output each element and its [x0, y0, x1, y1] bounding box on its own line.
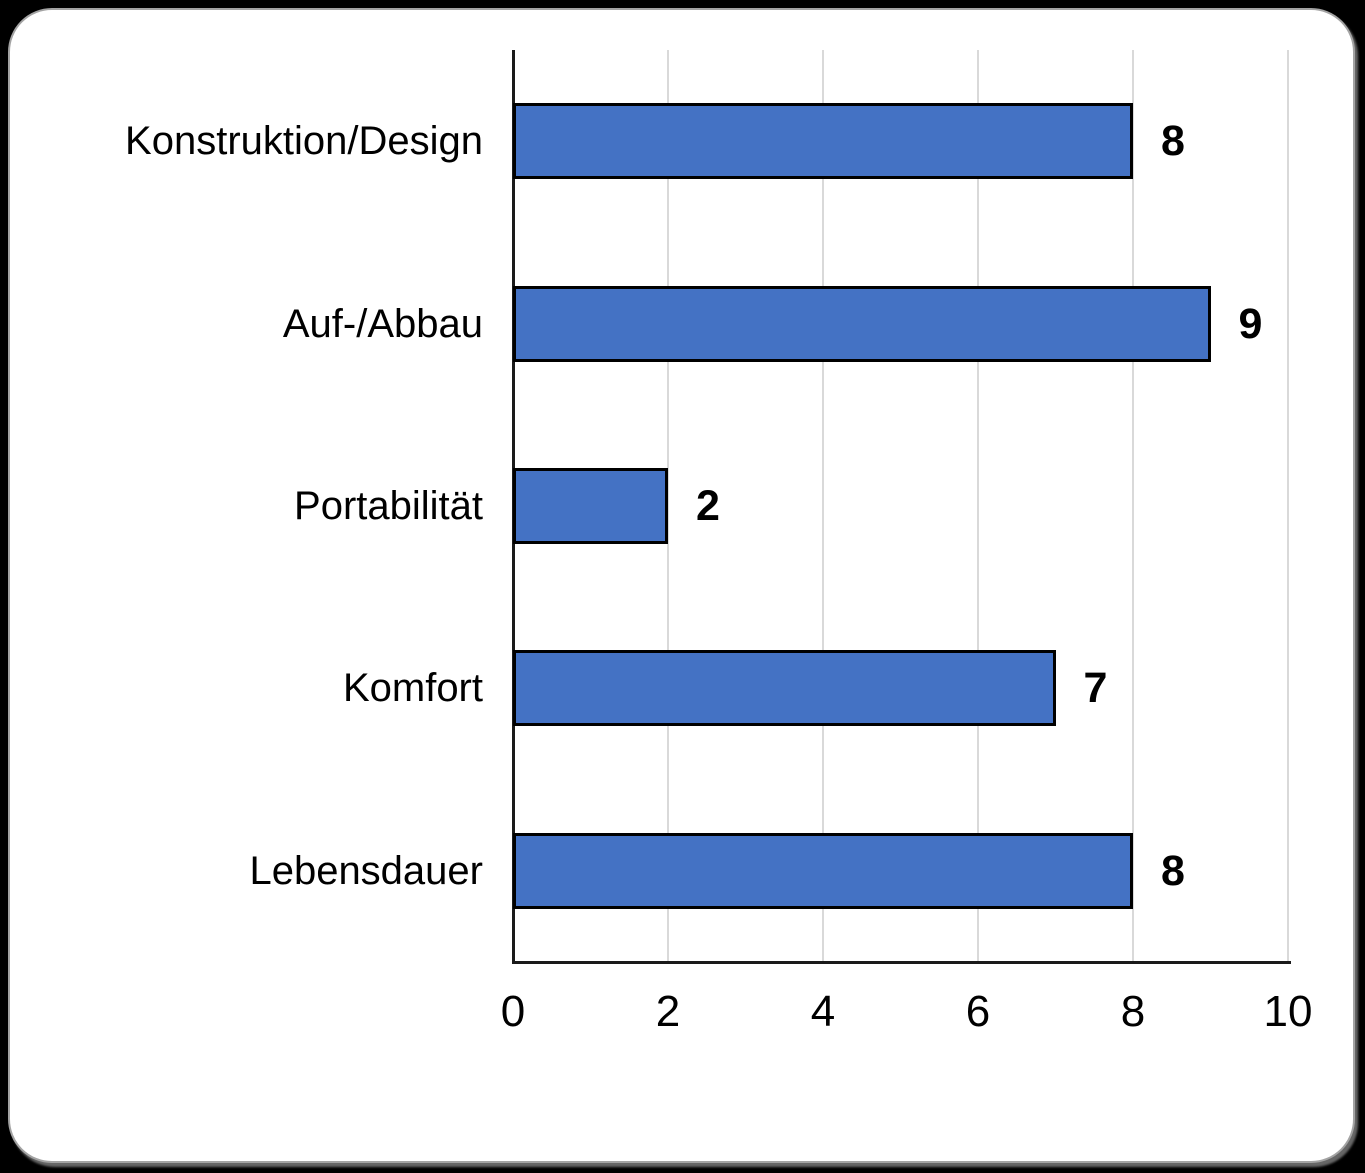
bar-4: [513, 650, 1056, 727]
value-label-2: 9: [1238, 299, 1263, 348]
category-label-2: Auf-/Abbau: [282, 301, 483, 346]
x-tick-label-0: 0: [500, 987, 526, 1036]
category-label-3: Portabilität: [294, 484, 483, 528]
bar-1: [513, 103, 1133, 180]
gridline-x-4: [822, 50, 824, 962]
bar-3: [513, 468, 668, 544]
category-label-5: Lebensdauer: [249, 848, 483, 893]
category-label-1: Konstruktion/Design: [125, 119, 483, 164]
gridline-x-2: [667, 50, 669, 962]
x-tick-label-2: 2: [655, 987, 681, 1036]
bar-chart: Konstruktion/Design 8 Auf-/Abbau 9 Portabili…: [10, 10, 1353, 1161]
value-label-4: 7: [1083, 664, 1108, 713]
x-tick-label-8: 8: [1120, 987, 1146, 1036]
x-tick-label-4: 4: [810, 987, 836, 1036]
bar-2: [513, 285, 1211, 362]
x-axis-line: [512, 961, 1291, 964]
gridline-x-10: [1287, 50, 1289, 962]
category-label-4: Komfort: [342, 666, 483, 711]
x-tick-label-6: 6: [965, 987, 991, 1036]
gridline-x-6: [977, 50, 979, 962]
value-label-3: 2: [696, 482, 720, 530]
value-label-5: 8: [1161, 846, 1185, 895]
value-label-1: 8: [1161, 117, 1185, 166]
x-tick-label-10: 10: [1263, 987, 1313, 1036]
gridline-x-8: [1132, 50, 1134, 962]
bar-5: [513, 832, 1133, 909]
chart-card: Konstruktion/Design 8 Auf-/Abbau 9 Portabili…: [8, 8, 1355, 1163]
